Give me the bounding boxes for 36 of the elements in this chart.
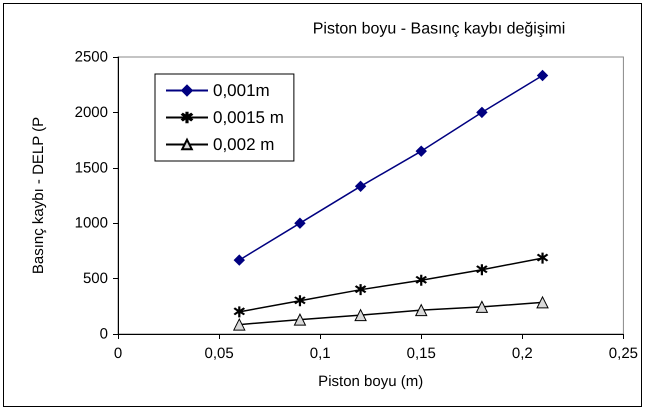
point: [294, 218, 306, 229]
point: [536, 296, 549, 308]
y-tick-label: 0: [100, 326, 108, 342]
y-tick-label: 2500: [74, 48, 108, 66]
point: [234, 254, 245, 266]
point: [234, 306, 245, 318]
chart-title: Piston boyu - Basınç kaybı değişimi: [312, 20, 566, 38]
point: [354, 309, 367, 322]
x-tick-label: 0,05: [204, 345, 234, 362]
point: [537, 252, 548, 264]
point: [294, 295, 306, 306]
x-tick-label: 0,1: [310, 345, 331, 362]
legend-label: 0,0015 m: [213, 108, 284, 127]
x-tick-label: 0,25: [608, 345, 638, 362]
y-tick-label: 500: [82, 270, 108, 288]
x-tick-label: 0,2: [512, 345, 533, 362]
y-tick-label: 1500: [74, 159, 108, 176]
y-tick-label: 2000: [74, 104, 108, 121]
point: [355, 180, 366, 192]
legend-label: 0,002 m: [213, 135, 274, 154]
point: [415, 304, 428, 316]
legend-label: 0,001m: [213, 81, 270, 100]
point: [476, 300, 488, 313]
point: [294, 314, 306, 326]
point: [476, 106, 488, 118]
point: [476, 264, 488, 276]
x-tick-label: 0: [114, 345, 122, 362]
point: [537, 70, 548, 82]
point: [416, 274, 427, 286]
y-axis-title: Basınç kaybı - DELP (P: [30, 116, 47, 274]
x-axis-title: Piston boyu (m): [318, 373, 424, 390]
point: [233, 318, 246, 331]
x-tick-label: 0,15: [406, 345, 436, 362]
y-tick-label: 1000: [74, 214, 108, 232]
point: [355, 284, 366, 296]
point: [416, 146, 427, 157]
